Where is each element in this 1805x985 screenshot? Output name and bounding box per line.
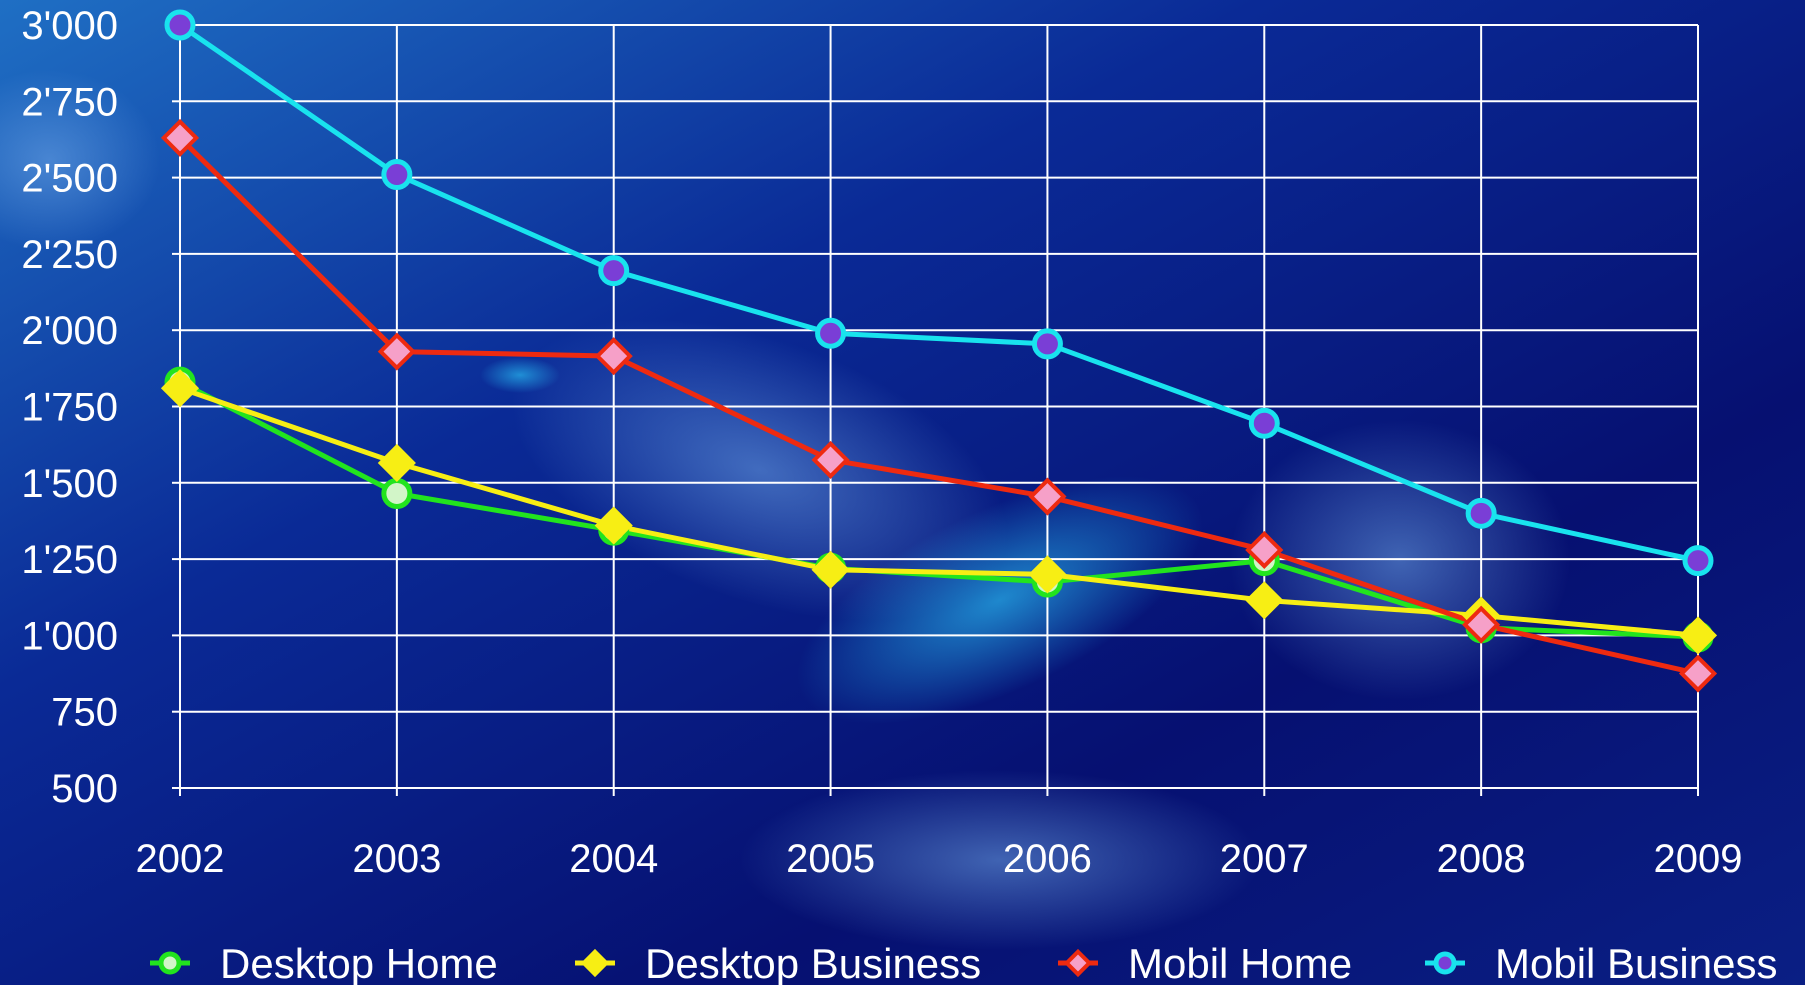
legend-label-desktop-home: Desktop Home xyxy=(220,940,498,985)
x-axis: 2002 2003 2004 2005 2006 2007 2008 2009 xyxy=(136,788,1743,881)
y-tick-label: 2'250 xyxy=(21,233,118,277)
x-tick-label: 2003 xyxy=(352,837,441,881)
x-tick-label: 2007 xyxy=(1220,837,1309,881)
data-point-mobil-business xyxy=(164,9,196,41)
y-tick-label: 1'250 xyxy=(21,538,118,582)
data-point-desktop-business xyxy=(1678,616,1718,655)
y-tick-label: 1'000 xyxy=(21,614,118,658)
data-point-mobil-business xyxy=(381,159,413,191)
legend-label-desktop-business: Desktop Business xyxy=(645,940,981,985)
data-point-desktop-business xyxy=(1028,555,1067,594)
data-point-mobil-home xyxy=(160,118,200,158)
legend-marker-mobil-home xyxy=(1063,948,1093,978)
data-point-desktop-business xyxy=(1245,581,1284,620)
legend-label-mobil-home: Mobil Home xyxy=(1128,940,1352,985)
y-tick-label: 2'500 xyxy=(21,157,118,201)
legend: Desktop Home Desktop Business Mobil Home Mo… xyxy=(150,940,1777,985)
data-point-desktop-home xyxy=(381,477,413,509)
y-tick-label: 3'000 xyxy=(21,4,118,48)
legend-marker-desktop-home xyxy=(158,951,182,975)
x-tick-label: 2002 xyxy=(136,837,225,881)
data-point-mobil-business xyxy=(1031,328,1063,360)
data-point-mobil-business xyxy=(1682,545,1714,577)
y-tick-label: 1'500 xyxy=(21,462,118,506)
x-tick-label: 2006 xyxy=(1003,837,1092,881)
data-point-desktop-business xyxy=(377,443,416,483)
series-line-mobil-home xyxy=(178,136,1699,676)
plot-area xyxy=(160,9,1718,693)
series-line-desktop-home xyxy=(178,379,1699,640)
x-tick-label: 2005 xyxy=(786,837,875,881)
data-point-desktop-business xyxy=(594,506,633,545)
x-tick-label: 2009 xyxy=(1654,837,1743,881)
y-tick-label: 500 xyxy=(51,767,118,811)
data-point-desktop-business xyxy=(160,369,200,408)
data-point-mobil-home xyxy=(1028,477,1067,516)
y-tick-label: 1'750 xyxy=(21,386,118,430)
legend-label-mobil-business: Mobil Business xyxy=(1495,940,1777,985)
legend-marker-mobil-business xyxy=(1433,951,1457,975)
data-point-mobil-business xyxy=(1465,497,1497,529)
data-point-mobil-home xyxy=(377,332,416,371)
x-tick-label: 2004 xyxy=(569,837,658,881)
data-point-mobil-home xyxy=(594,337,633,376)
data-point-desktop-business xyxy=(811,550,850,589)
data-point-mobil-home xyxy=(811,440,850,479)
series-line-mobil-business xyxy=(178,22,1699,564)
y-tick-label: 2'750 xyxy=(21,80,118,124)
y-tick-label: 2'000 xyxy=(21,309,118,353)
chart-grid xyxy=(179,24,1699,789)
data-point-mobil-home xyxy=(1245,530,1284,570)
y-axis: 500 750 1'000 1'250 1'500 1'750 2'000 2'250 2'50… xyxy=(21,4,180,811)
legend-marker-desktop-business xyxy=(580,948,610,978)
data-point-mobil-business xyxy=(598,255,630,287)
data-point-mobil-business xyxy=(815,317,847,349)
x-tick-label: 2008 xyxy=(1437,837,1526,881)
data-point-mobil-home xyxy=(1462,605,1501,644)
y-tick-label: 750 xyxy=(51,691,118,735)
data-point-mobil-home xyxy=(1678,654,1718,693)
data-point-mobil-business xyxy=(1248,407,1280,439)
